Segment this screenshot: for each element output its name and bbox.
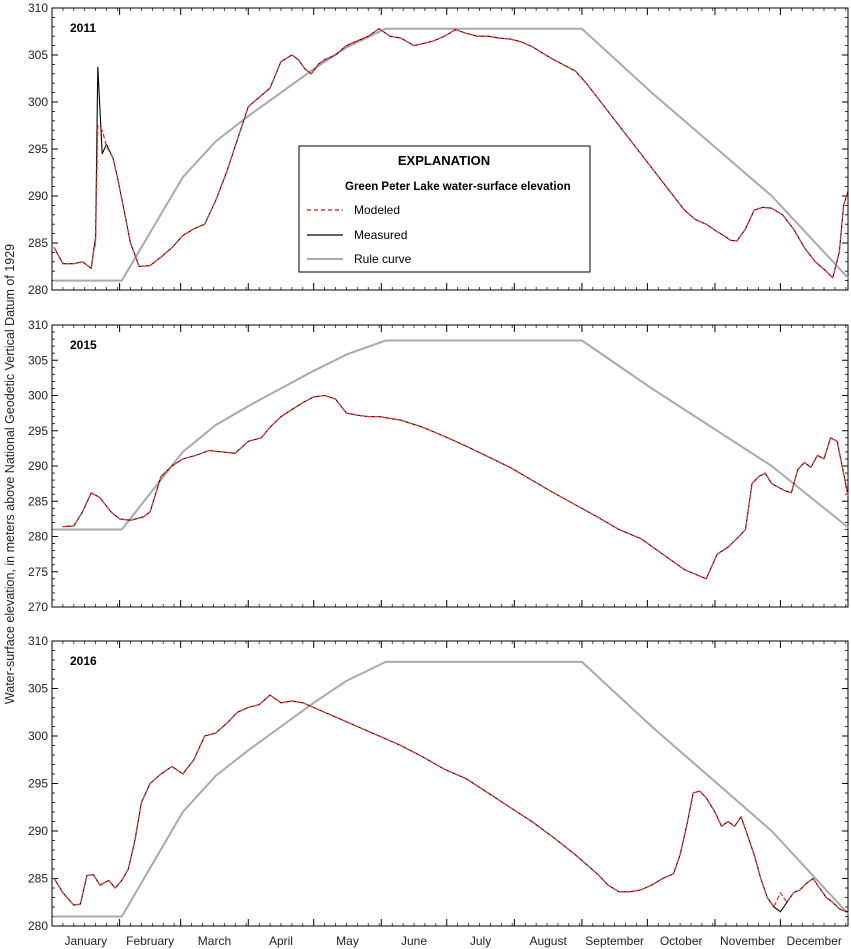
series-modeled-2011 <box>53 28 849 279</box>
x-month-label: June <box>401 934 427 948</box>
legend-title: EXPLANATION <box>398 153 490 168</box>
panels-group: 280 285 290 295 300 305 310 2011 270 275 280 285 290… <box>28 1 849 948</box>
y-tick-label: 305 <box>28 353 48 367</box>
y-tick-label: 310 <box>28 1 48 15</box>
x-month-label: January <box>64 934 107 948</box>
legend: EXPLANATION Green Peter Lake water-surfa… <box>298 145 591 273</box>
legend-measured-label: Measured <box>354 228 407 242</box>
x-month-label: August <box>529 934 567 948</box>
y-tick-label: 310 <box>28 634 48 648</box>
panel-year-label: 2015 <box>70 338 97 352</box>
x-month-label: September <box>585 934 644 948</box>
series-measured-2016 <box>53 694 849 913</box>
legend-modeled-label: Modeled <box>354 203 400 217</box>
legend-box <box>298 145 591 273</box>
x-month-label: July <box>470 934 491 948</box>
panel-year-label: 2011 <box>70 21 96 35</box>
y-tick-label: 310 <box>28 318 48 332</box>
y-tick-label: 295 <box>28 777 48 791</box>
y-tick-label: 305 <box>28 682 48 696</box>
y-tick-label: 300 <box>28 389 48 403</box>
series-rule-curve-2011 <box>53 27 849 282</box>
y-tick-label: 300 <box>28 95 48 109</box>
x-month-label: February <box>126 934 174 948</box>
legend-rule-curve-label: Rule curve <box>354 252 412 266</box>
y-tick-label: 295 <box>28 142 48 156</box>
legend-subtitle: Green Peter Lake water-surface elevation <box>345 181 571 193</box>
x-month-label: April <box>269 934 293 948</box>
x-month-label: October <box>660 934 703 948</box>
y-tick-label: 275 <box>28 565 48 579</box>
x-month-label: December <box>787 934 842 948</box>
y-tick-label: 285 <box>28 872 48 886</box>
plot-frame <box>51 640 849 927</box>
y-tick-label: 300 <box>28 729 48 743</box>
panel-2011: 280 285 290 295 300 305 310 2011 <box>28 1 849 297</box>
y-axis-label: Water-surface elevation, in meters above… <box>3 244 17 704</box>
x-month-label: May <box>336 934 359 948</box>
series-measured-2015 <box>62 394 849 580</box>
x-month-label: March <box>198 934 231 948</box>
panel-year-label: 2016 <box>70 654 97 668</box>
series-rule-curve-2016 <box>53 660 849 918</box>
y-tick-label: 305 <box>28 48 48 62</box>
panel-2016: 280 285 290 295 300 305 310 2016 <box>28 634 849 933</box>
y-tick-label: 285 <box>28 494 48 508</box>
y-tick-label: 290 <box>28 459 48 473</box>
y-tick-label: 280 <box>28 283 48 297</box>
series-modeled-2016 <box>53 694 849 913</box>
y-tick-label: 280 <box>28 919 48 933</box>
y-tick-label: 280 <box>28 530 48 544</box>
y-tick-label: 290 <box>28 189 48 203</box>
y-tick-label: 285 <box>28 236 48 250</box>
panel-2015: 270 275 280 285 290 295 300 305 310 2015 <box>28 318 849 614</box>
series-rule-curve-2015 <box>53 339 849 531</box>
series-modeled-2015 <box>62 394 849 580</box>
y-tick-label: 295 <box>28 424 48 438</box>
x-month-label: November <box>720 934 775 948</box>
y-tick-label: 290 <box>28 824 48 838</box>
y-tick-label: 270 <box>28 600 48 614</box>
